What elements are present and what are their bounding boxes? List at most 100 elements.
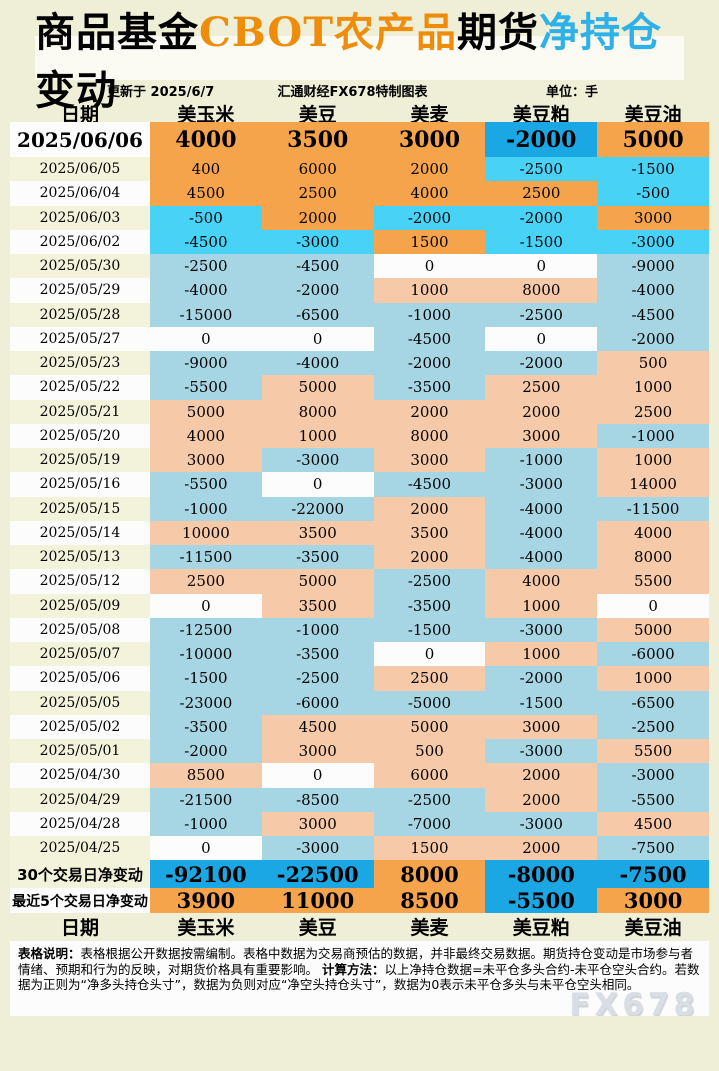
value-cell: -23000 — [150, 690, 262, 715]
value-cell: 6000 — [373, 763, 486, 788]
date-cell: 2025/05/13 — [10, 545, 150, 570]
value-cell: 4500 — [597, 811, 709, 836]
value-cell: 400 — [150, 157, 262, 182]
table-row: 2025/05/02 -3500 4500 5000 3000 -2500 — [10, 714, 709, 739]
table-row: 2025/05/01 -2000 3000 500 -3000 5500 — [10, 739, 709, 764]
date-cell: 2025/05/29 — [10, 278, 150, 303]
value-cell: 3000 — [485, 423, 598, 448]
value-cell: -10000 — [150, 642, 262, 667]
value-cell: -2500 — [373, 569, 486, 594]
table-row: 2025/05/15 -1000 -22000 2000 -4000 -11500 — [10, 496, 709, 521]
value-cell: 0 — [485, 254, 598, 279]
value-cell: 2000 — [373, 157, 486, 182]
value-cell: 0 — [373, 254, 486, 279]
date-cell: 2025/04/28 — [10, 811, 150, 836]
value-cell: -500 — [597, 181, 709, 206]
update-date: 更新于 2025/6/7 — [107, 84, 215, 100]
summary-value-cell: 3000 — [597, 888, 709, 914]
note-description: 表格说明：表格根据公开数据按需编制。表格中数据为交易商预估的数据，并非最终交易数… — [18, 946, 693, 977]
value-cell: -3500 — [261, 545, 374, 570]
value-cell: 2500 — [485, 375, 598, 400]
summary-value-cell: 8500 — [373, 888, 486, 914]
value-cell: -2500 — [485, 302, 598, 327]
value-cell: 2000 — [373, 545, 486, 570]
value-cell: 2000 — [373, 399, 486, 424]
title-segment: 净持仓 — [539, 9, 662, 56]
table-row: 2025/05/16 -5500 0 -4500 -3000 14000 — [10, 472, 709, 497]
table-row: 2025/04/28 -1000 3000 -7000 -3000 4500 — [10, 811, 709, 836]
value-cell: -2000 — [485, 666, 598, 691]
date-cell: 2025/06/05 — [10, 157, 150, 182]
page-title-text: 商品基金CBOT农产品期货净持仓变动 — [35, 0, 684, 116]
value-cell: 1500 — [373, 836, 486, 861]
column-header: 美豆 — [298, 104, 337, 126]
value-cell: -3000 — [485, 617, 598, 642]
value-cell: 3000 — [261, 811, 374, 836]
value-cell: -3500 — [373, 593, 486, 618]
value-cell: -1500 — [485, 229, 598, 254]
date-cell: 2025/06/06 — [10, 122, 150, 157]
value-cell: 5500 — [597, 739, 709, 764]
value-cell: -500 — [150, 205, 262, 230]
summary-label: 最近5个交易日净变动 — [10, 888, 150, 914]
date-cell: 2025/05/28 — [10, 302, 150, 327]
column-header: 美豆 — [298, 916, 337, 939]
value-cell: 3500 — [261, 593, 374, 618]
value-cell: -6000 — [261, 690, 374, 715]
table-header-row: 日期 美玉米 美豆 美麦 美豆粕 美豆油 — [10, 100, 709, 126]
value-cell: -2000 — [373, 351, 486, 376]
value-cell: 4000 — [150, 423, 262, 448]
value-cell: -2500 — [150, 254, 262, 279]
value-cell: 5000 — [597, 122, 709, 157]
column-header: 美麦 — [410, 916, 449, 939]
date-cell: 2025/05/15 — [10, 496, 150, 521]
value-cell: -2500 — [261, 666, 374, 691]
summary-value-cell: -7500 — [597, 860, 709, 889]
date-cell: 2025/05/07 — [10, 642, 150, 667]
value-cell: 2000 — [485, 836, 598, 861]
title-segment: 期货 — [457, 9, 539, 56]
value-cell: 0 — [261, 763, 374, 788]
value-cell: 3000 — [597, 205, 709, 230]
value-cell: 3500 — [261, 122, 374, 157]
value-cell: 3000 — [485, 714, 598, 739]
table-row: 2025/05/20 4000 1000 8000 3000 -1000 — [10, 423, 709, 448]
value-cell: 3000 — [261, 739, 374, 764]
date-cell: 2025/05/14 — [10, 520, 150, 545]
note-method: 计算方法：以上净持仓数据=未平仓多头合约-未平仓空头合约。若数据为正则为“净多头… — [18, 962, 700, 993]
value-cell: -2000 — [485, 122, 598, 157]
value-cell: -1000 — [373, 302, 486, 327]
value-cell: -2000 — [261, 278, 374, 303]
value-cell: -2000 — [597, 326, 709, 351]
date-cell: 2025/04/25 — [10, 836, 150, 861]
table-row: 2025/06/06 4000 3500 3000 -2000 5000 — [10, 122, 709, 157]
value-cell: -22000 — [261, 496, 374, 521]
value-cell: -7000 — [373, 811, 486, 836]
value-cell: 0 — [150, 593, 262, 618]
value-cell: 5500 — [597, 569, 709, 594]
table-row: 2025/05/28 -15000 -6500 -1000 -2500 -4500 — [10, 302, 709, 327]
summary-row: 最近5个交易日净变动 3900 11000 8500 -5500 3000 — [10, 888, 709, 914]
value-cell: 3000 — [373, 122, 486, 157]
value-cell: -2000 — [150, 739, 262, 764]
table-row: 2025/04/30 8500 0 6000 2000 -3000 — [10, 763, 709, 788]
value-cell: 1500 — [373, 229, 486, 254]
summary-value-cell: 8000 — [373, 860, 486, 889]
value-cell: 2000 — [261, 205, 374, 230]
value-cell: -2500 — [597, 714, 709, 739]
value-cell: -11500 — [150, 545, 262, 570]
value-cell: 0 — [261, 326, 374, 351]
value-cell: -1500 — [373, 617, 486, 642]
value-cell: 1000 — [597, 666, 709, 691]
title-segment: 商品基金 — [35, 9, 199, 56]
value-cell: -4500 — [261, 254, 374, 279]
table-row: 2025/06/05 400 6000 2000 -2500 -1500 — [10, 157, 709, 182]
column-header: 美豆油 — [624, 104, 682, 126]
value-cell: -4000 — [261, 351, 374, 376]
value-cell: -1000 — [150, 811, 262, 836]
summary-value-cell: 3900 — [150, 888, 262, 914]
value-cell: 0 — [373, 642, 486, 667]
value-cell: -2000 — [373, 205, 486, 230]
table-footer-header-row: 日期 美玉米 美豆 美麦 美豆粕 美豆油 — [10, 912, 709, 940]
date-cell: 2025/05/12 — [10, 569, 150, 594]
